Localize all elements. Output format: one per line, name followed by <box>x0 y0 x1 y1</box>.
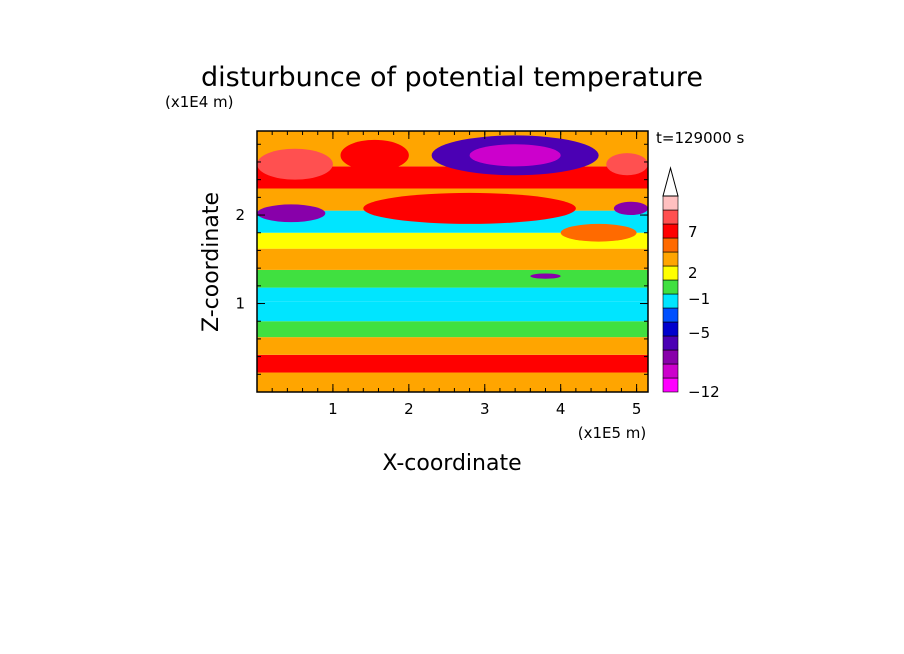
colorbar-label-0: 7 <box>688 223 698 241</box>
contour-feature-8 <box>363 192 576 224</box>
colorbar-swatch-4 <box>662 321 679 337</box>
x-axis: 1 2 3 4 5 <box>271 131 642 418</box>
time-label: t=129000 s <box>656 129 744 147</box>
colorbar-swatch-6 <box>662 293 679 309</box>
contour-band-1 <box>257 354 648 373</box>
x-tick-label-3: 4 <box>556 400 566 418</box>
x-tick-label-0: 1 <box>328 400 338 418</box>
colorbar-swatch-5 <box>662 307 679 323</box>
contour-band-7 <box>257 248 648 270</box>
y-tick-label-1: 2 <box>235 206 245 224</box>
colorbar: 7 2 −1 −5 −12 <box>662 166 720 401</box>
colorbar-swatch-3 <box>662 335 679 351</box>
y-unit-label: (x1E4 m) <box>165 93 234 111</box>
contour-band-0 <box>257 372 648 392</box>
colorbar-label-3: −5 <box>688 324 710 342</box>
contour-feature-1 <box>340 139 409 171</box>
contour-band-3 <box>257 321 648 338</box>
x-axis-label: X-coordinate <box>382 451 521 476</box>
colorbar-label-2: −1 <box>688 290 710 308</box>
x-tick-label-2: 3 <box>480 400 490 418</box>
y-axis: 12 <box>235 143 648 375</box>
colorbar-swatch-13 <box>662 195 679 211</box>
contour-feature-4 <box>469 144 561 167</box>
y-tick-label-0: 1 <box>235 295 245 313</box>
contour-feature-9 <box>560 223 637 242</box>
contour-band-5 <box>257 287 648 302</box>
colorbar-swatch-1 <box>662 363 679 379</box>
chart-title: disturbunce of potential temperature <box>201 62 703 93</box>
colorbar-swatch-0 <box>662 377 679 393</box>
colorbar-swatch-11 <box>662 223 679 239</box>
contour-field <box>257 131 648 392</box>
contour-feature-0 <box>257 148 333 180</box>
contour-feature-5 <box>257 204 326 223</box>
contour-feature-2 <box>606 153 648 176</box>
contour-band-6 <box>257 269 648 288</box>
colorbar-swatch-8 <box>662 265 679 281</box>
colorbar-swatch-12 <box>662 209 679 225</box>
x-unit-label: (x1E5 m) <box>578 424 647 442</box>
contour-band-8 <box>257 232 648 249</box>
colorbar-swatch-10 <box>662 237 679 253</box>
contour-feature-7 <box>530 273 561 279</box>
contour-feature-6 <box>613 201 648 216</box>
x-tick-label-1: 2 <box>404 400 414 418</box>
plot-frame <box>256 130 649 393</box>
contour-band-4 <box>257 301 648 322</box>
colorbar-swatch-7 <box>662 279 679 295</box>
colorbar-label-4: −12 <box>688 383 720 401</box>
colorbar-swatch-9 <box>662 251 679 267</box>
colorbar-swatch-2 <box>662 349 679 365</box>
colorbar-label-1: 2 <box>688 264 698 282</box>
contour-band-2 <box>257 337 648 355</box>
colorbar-extend-arrow <box>662 166 679 197</box>
y-axis-label: Z-coordinate <box>199 192 224 332</box>
x-tick-label-4: 5 <box>632 400 642 418</box>
